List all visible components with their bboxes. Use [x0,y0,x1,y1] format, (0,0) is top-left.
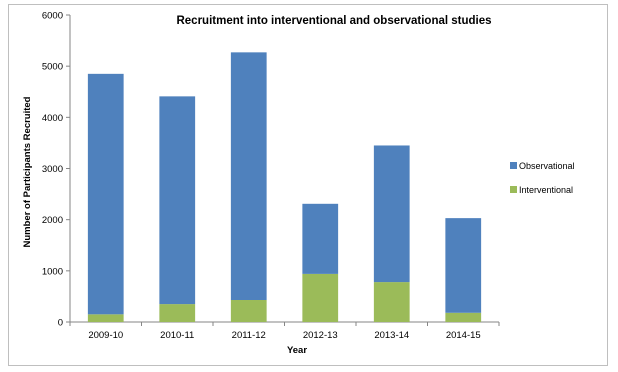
bar-interventional-2012-13 [302,273,339,322]
bar-interventional-2014-15 [445,312,482,322]
bar-interventional-2011-12 [230,299,267,322]
y-tick-label: 0 [58,318,63,329]
x-tick-label: 2011-12 [232,330,266,341]
bar-observational-2012-13 [302,203,339,274]
x-axis-ticks: 2009-10 2010-11 2011-12 2012-13 2013-14 2014-… [69,322,500,341]
chart-title: Recruitment into interventional and obse… [176,15,491,27]
bar-interventional-2010-11 [159,304,196,322]
legend-label-interventional: Interventional [519,185,573,195]
legend: Observational Interventional [510,161,575,195]
bar-observational-2014-15 [445,218,482,313]
x-tick-label: 2010-11 [160,330,194,341]
y-tick-label: 5000 [42,62,63,73]
bar-observational-2011-12 [230,52,267,300]
x-tick-label: 2009-10 [88,330,123,341]
x-tick-label: 2014-15 [446,330,481,341]
y-tick-label: 3000 [42,164,63,175]
bar-interventional-2013-14 [373,282,410,322]
legend-swatch-interventional [510,186,517,193]
legend-label-observational: Observational [519,161,575,171]
y-tick-label: 1000 [42,266,63,277]
legend-swatch-observational [510,162,517,169]
y-tick-label: 6000 [42,11,63,22]
y-tick-label: 4000 [42,113,63,124]
bar-interventional-2009-10 [87,314,124,322]
y-axis-ticks: 0 1000 2000 3000 4000 5000 6000 [42,11,70,329]
x-axis-title: Year [287,345,307,356]
bar-observational-2013-14 [373,145,410,283]
x-tick-label: 2013-14 [374,330,409,341]
bar-observational-2010-11 [159,96,196,305]
y-axis-title: Number of Participants Recruited [22,96,33,247]
bars [87,52,482,322]
bar-observational-2009-10 [87,73,124,315]
x-tick-label: 2012-13 [303,330,338,341]
y-tick-label: 2000 [42,215,63,226]
